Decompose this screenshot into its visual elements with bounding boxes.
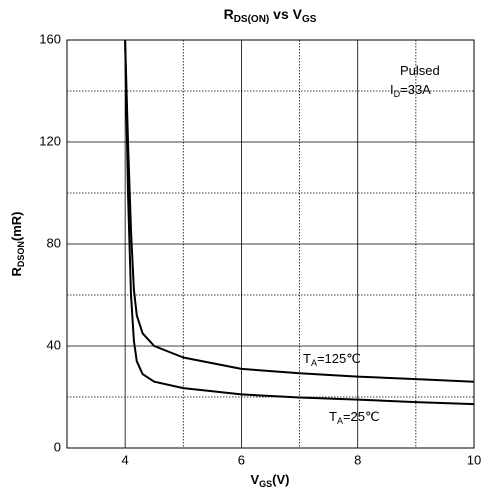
text-part: T (303, 351, 311, 366)
x-axis-label: VGS(V) (250, 472, 289, 489)
x-tick-label: 4 (122, 452, 129, 467)
text-part: A (337, 416, 343, 426)
series-label: TA=125℃ (303, 351, 361, 368)
chart-title: RDS(ON) vs VGS (224, 6, 317, 25)
y-tick-label: 120 (39, 133, 61, 148)
y-tick-label: 80 (47, 235, 61, 250)
text-part: R (224, 6, 234, 22)
y-tick-label: 160 (39, 31, 61, 46)
text-part: R (9, 267, 24, 277)
text-part: I (390, 82, 394, 97)
text-part: GS (302, 14, 317, 25)
annotation: Pulsed (400, 63, 440, 78)
text-part: Pulsed (400, 63, 440, 78)
text-part: DS(ON) (234, 14, 270, 25)
text-part: vs V (269, 6, 302, 22)
x-tick-label: 8 (354, 452, 361, 467)
text-part: =25℃ (343, 409, 380, 424)
y-tick-label: 0 (54, 439, 61, 454)
y-axis-label: RDSON(mR) (9, 211, 26, 276)
text-part: D (394, 89, 401, 99)
x-tick-label: 6 (238, 452, 245, 467)
text-part: V (250, 472, 259, 487)
x-tick-label: 10 (467, 452, 481, 467)
text-part: GS (259, 479, 272, 489)
text-part: DSON (16, 241, 26, 267)
plot-frame (66, 39, 475, 449)
text-part: =33A (400, 82, 431, 97)
text-part: (V) (272, 472, 289, 487)
series-line (124, 39, 475, 406)
text-part: T (329, 409, 337, 424)
text-part: =125℃ (317, 351, 361, 366)
text-part: A (311, 358, 317, 368)
text-part: (mR) (9, 211, 24, 241)
series-line (124, 39, 475, 383)
y-tick-label: 40 (47, 337, 61, 352)
series-label: TA=25℃ (329, 409, 380, 426)
annotation: ID=33A (390, 82, 431, 99)
